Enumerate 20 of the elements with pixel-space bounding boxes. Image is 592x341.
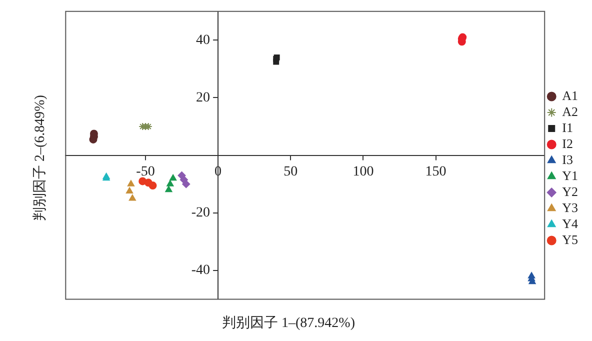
legend-label: A1 <box>562 88 578 103</box>
legend-label: Y4 <box>562 216 578 231</box>
x-axis-title: 判别因子 1–(87.942%) <box>221 314 356 332</box>
y-tick-label: -40 <box>191 263 210 278</box>
legend-label: I1 <box>562 120 573 135</box>
y-axis-title: 判别因子 2–(6.849%) <box>32 95 49 221</box>
x-tick-label: -50 <box>136 164 155 180</box>
y-tick-label: -20 <box>191 206 210 221</box>
legend-label: Y5 <box>562 232 578 247</box>
legend-label: Y2 <box>562 184 578 199</box>
legend-label: Y3 <box>562 200 578 215</box>
legend-label: A2 <box>562 104 578 119</box>
x-tick-label: 50 <box>284 164 298 180</box>
x-tick-label: 150 <box>425 164 446 180</box>
x-tick-label: 100 <box>352 164 374 180</box>
legend-label: I2 <box>562 136 573 151</box>
legend-label: Y1 <box>562 168 578 183</box>
y-tick-label: 40 <box>196 32 210 48</box>
y-tick-label: 20 <box>196 90 210 106</box>
legend-label: I3 <box>562 152 573 167</box>
